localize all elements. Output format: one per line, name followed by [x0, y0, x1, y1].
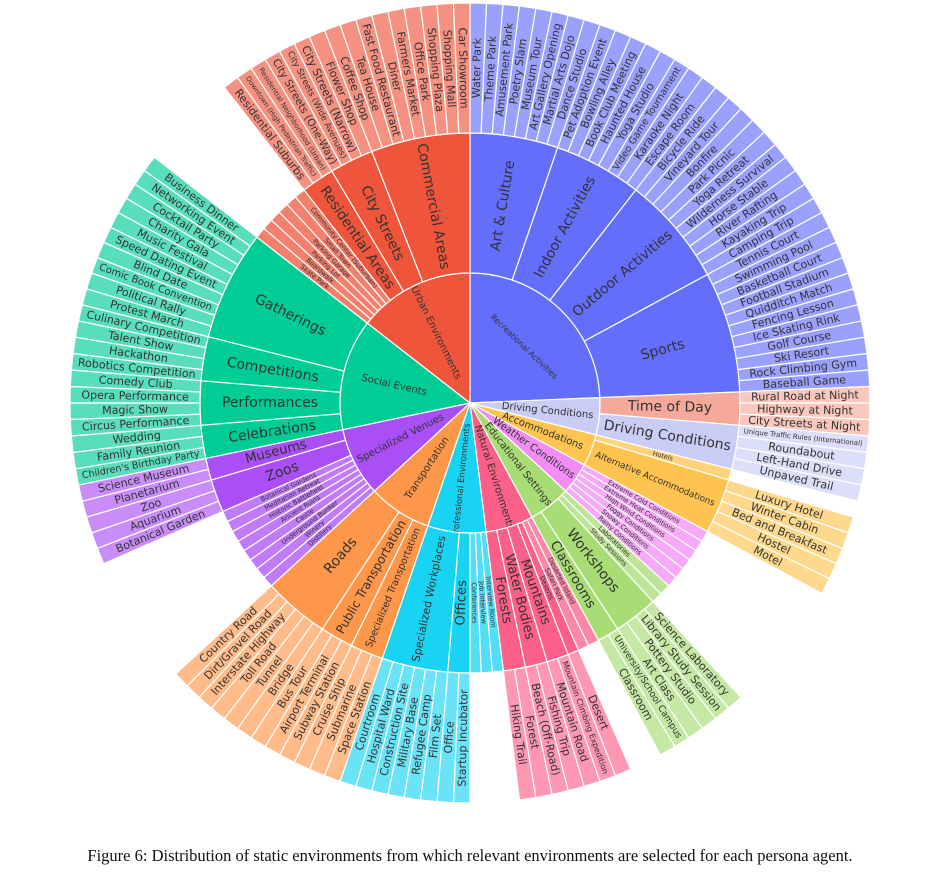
sunburst-chart: Recreational Activities Art & Culture Wate…	[69, 2, 871, 804]
figure-caption: Figure 6: Distribution of static environ…	[87, 846, 853, 865]
sunburst-wedge-car-showroom[interactable]	[452, 2, 471, 134]
